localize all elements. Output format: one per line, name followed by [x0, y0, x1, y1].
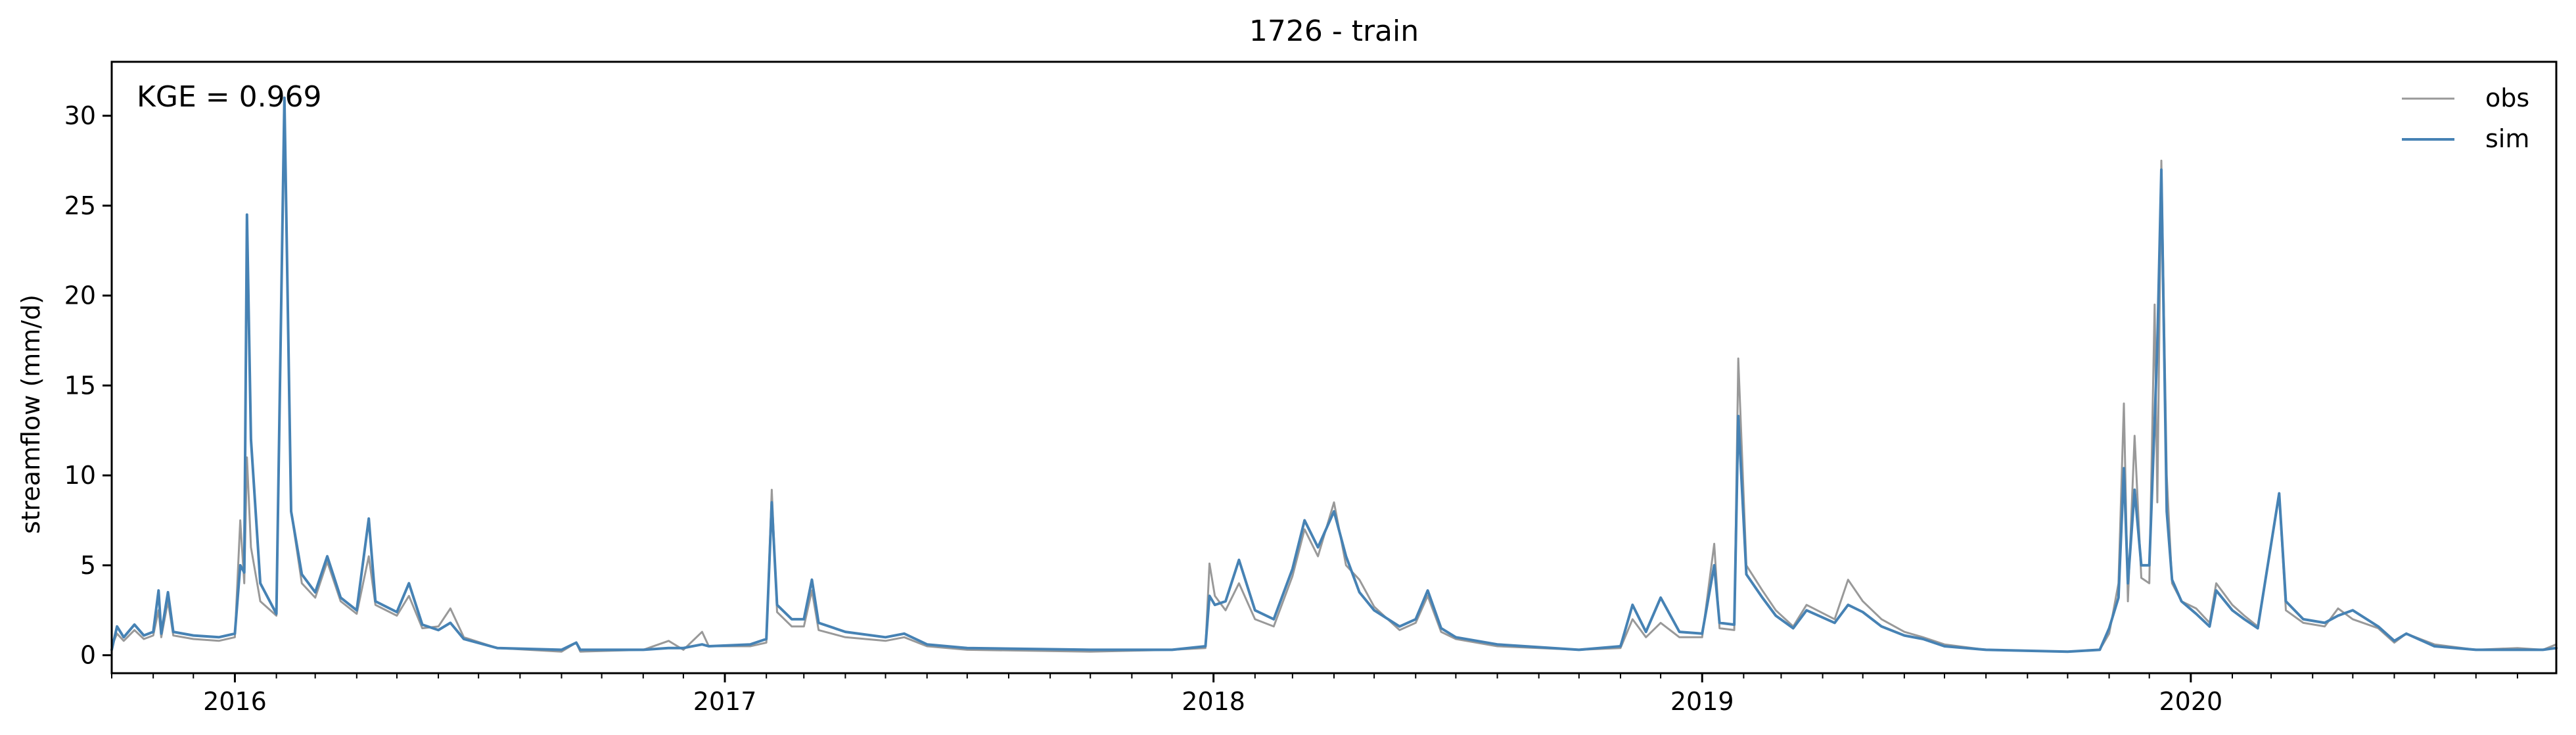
chart-title: 1726 - train — [1249, 14, 1419, 48]
x-tick-label: 2016 — [203, 687, 267, 716]
y-tick-label: 5 — [80, 551, 96, 580]
x-tick-label: 2019 — [1670, 687, 1734, 716]
y-tick-label: 20 — [64, 281, 96, 310]
y-tick-label: 15 — [64, 371, 96, 400]
y-tick-label: 25 — [64, 191, 96, 220]
sim-series-line — [110, 96, 2558, 653]
legend-obs-label: obs — [2485, 83, 2529, 112]
x-tick-label: 2018 — [1182, 687, 1245, 716]
legend-sim-label: sim — [2485, 124, 2529, 153]
y-tick-label: 30 — [64, 101, 96, 130]
plot-area: 0 5 10 15 20 25 30 2016 2017 2018 2019 2020 KGE = … — [64, 60, 2558, 716]
x-tick-label: 2017 — [693, 687, 757, 716]
x-axis: 2016 2017 2018 2019 2020 — [111, 673, 2518, 716]
y-tick-label: 10 — [64, 461, 96, 490]
y-tick-label: 0 — [80, 641, 96, 670]
x-tick-label: 2020 — [2159, 687, 2222, 716]
y-axis: 0 5 10 15 20 25 30 — [64, 101, 112, 670]
series-layer — [110, 96, 2558, 653]
legend: obs sim — [2402, 83, 2529, 153]
kge-annotation: KGE = 0.969 — [137, 80, 322, 114]
y-axis-label: streamflow (mm/d) — [16, 295, 45, 534]
